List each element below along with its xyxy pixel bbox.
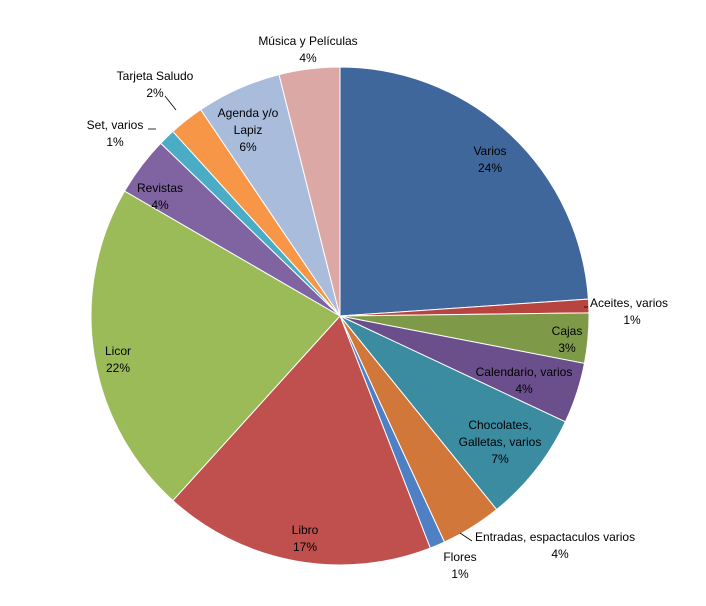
slice-label: Licor [105,344,131,358]
slice-percent: 22% [106,361,130,375]
pie-slice [339,315,567,511]
slice-percent: 4% [151,198,169,212]
slice-label: Entradas, espactaculos varios [475,530,635,544]
leader-lines [148,95,588,542]
slice-label: Galletas, varios [459,435,542,449]
pie-slice [278,66,341,317]
slice-percent: 1% [623,313,641,327]
slice-percent: 3% [558,341,576,355]
slice-percent: 4% [515,382,533,396]
slice-label: Tarjeta Saludo [117,69,194,83]
slice-labels: Varios 24% Aceites, varios 1% Cajas 3% Calenda… [87,34,668,581]
pie-slice [90,190,341,502]
slice-label: Aceites, varios [590,296,668,310]
slice-label: Libro [292,523,319,537]
slice-label: Calendario, varios [476,365,573,379]
pie-slices [90,66,590,566]
slice-label: Flores [443,550,476,564]
slice-label: Agenda y/o [218,106,279,120]
slice-percent: 1% [451,567,469,581]
slice-label: Cajas [552,324,583,338]
slice-label: Música y Películas [258,34,357,48]
slice-percent: 7% [491,452,509,466]
slice-label: Set, varios [87,118,144,132]
slice-percent: 4% [299,51,317,65]
slice-label: Varios [473,144,506,158]
slice-percent: 24% [478,161,502,175]
slice-label: Lapiz [234,123,263,137]
slice-percent: 1% [106,135,124,149]
pie-slice [172,315,431,566]
pie-slice [339,66,589,317]
leader-line [164,95,177,111]
slice-percent: 4% [551,547,569,561]
slice-percent: 17% [293,540,317,554]
slice-percent: 2% [146,86,164,100]
slice-label: Chocolates, [468,418,531,432]
leader-line [459,532,473,542]
slice-percent: 6% [239,140,257,154]
slice-label: Revistas [137,181,183,195]
